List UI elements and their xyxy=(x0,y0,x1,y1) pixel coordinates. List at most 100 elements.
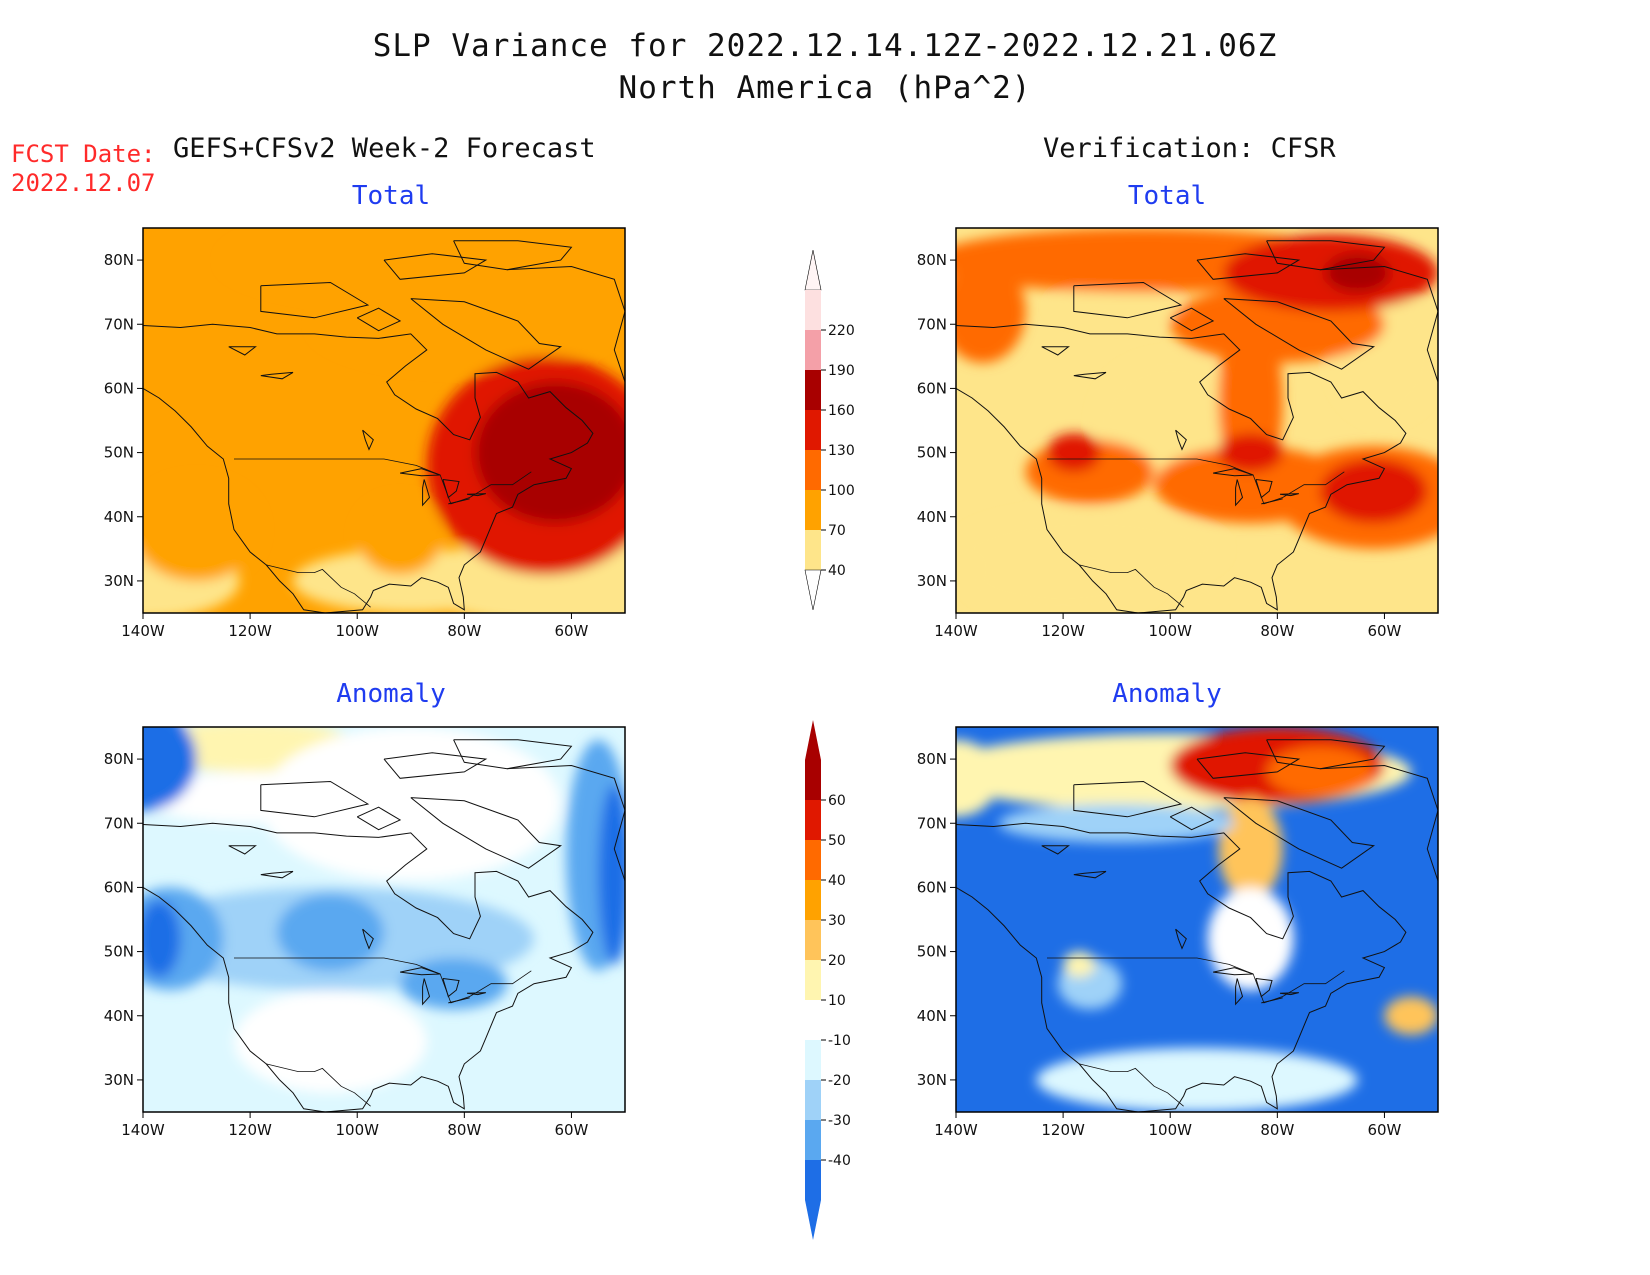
lat-tick-label: 70N xyxy=(917,814,947,832)
total-colorbar-label: 40 xyxy=(828,563,846,579)
lon-tick-label: 120W xyxy=(228,622,272,640)
lat-tick-label: 30N xyxy=(104,1071,134,1089)
island-outline-0 xyxy=(1196,752,1301,779)
island-outline-2 xyxy=(1073,281,1183,319)
total-colorbar-swatch xyxy=(805,450,821,490)
forecast-total-map-coastlines xyxy=(143,240,625,613)
verification-total-map-contour-16 xyxy=(1325,253,1390,293)
lat-tick-label: 40N xyxy=(104,508,134,526)
anomaly-colorbar-swatch xyxy=(805,920,821,960)
island-outline-4 xyxy=(1266,240,1386,271)
lat-tick-label: 40N xyxy=(917,1007,947,1025)
island-outline-1 xyxy=(1223,298,1376,370)
forecast-anomaly-map: 140W 120W 100W 80W 60W 80N 70N 60N 50N 40N 30N xyxy=(104,726,626,1139)
forecast-anomaly-map-contour-2 xyxy=(143,771,358,824)
anomaly-colorbar-label: 10 xyxy=(828,993,846,1009)
forecast-anomaly-title: Anomaly xyxy=(336,679,446,709)
forecast-total-map-contour-5 xyxy=(143,478,261,581)
anomaly-colorbar-swatch xyxy=(805,1000,821,1040)
island-outline-3 xyxy=(356,307,402,332)
anomaly-colorbar-swatch xyxy=(805,840,821,880)
us-canada-border xyxy=(234,458,532,505)
lake-outline-5 xyxy=(362,429,374,451)
island-outline-3 xyxy=(356,806,402,831)
verification-total-map-coastlines xyxy=(956,240,1438,613)
lake-outline-6 xyxy=(260,371,294,380)
lon-tick-label: 80W xyxy=(1260,622,1294,640)
anomaly-colorbar-swatch xyxy=(805,1120,821,1160)
forecast-total-map-contour-9 xyxy=(517,401,604,479)
island-outline-0 xyxy=(1196,253,1301,280)
anomaly-colorbar-label: 30 xyxy=(828,913,846,929)
lat-tick-label: 30N xyxy=(104,572,134,590)
us-canada-border xyxy=(234,957,532,1004)
fcst-date-label: FCST Date: xyxy=(11,140,156,168)
lat-tick-label: 50N xyxy=(917,943,947,961)
verification-anomaly-title: Anomaly xyxy=(1112,679,1222,709)
lat-tick-label: 30N xyxy=(917,1071,947,1089)
lake-outline-1 xyxy=(422,978,431,1006)
lon-tick-label: 60W xyxy=(554,622,588,640)
total-colorbar-swatch xyxy=(805,410,821,450)
forecast-total-map: 140W 120W 100W 80W 60W 80N 70N 60N 50N 40N 30N xyxy=(104,227,626,640)
total-colorbar-swatch xyxy=(805,490,821,530)
total-colorbar-label: 100 xyxy=(828,483,855,499)
anomaly-colorbar-label: -10 xyxy=(828,1033,851,1049)
lat-tick-label: 50N xyxy=(104,943,134,961)
forecast-total-map-frame xyxy=(142,227,626,614)
lake-outline-1 xyxy=(1235,978,1244,1006)
forecast-anomaly-map-frame xyxy=(142,726,626,1113)
forecast-column-title: GEFS+CFSv2 Week-2 Forecast xyxy=(173,133,596,164)
anomaly-colorbar-label: -30 xyxy=(828,1113,851,1129)
verification-anomaly-map-contour-8 xyxy=(1063,951,1096,978)
forecast-anomaly-map-contour-3 xyxy=(234,990,427,1093)
lat-tick-label: 70N xyxy=(104,315,134,333)
anomaly-colorbar: 60 50 40 30 20 10 -10 -20 -30 -40 xyxy=(805,720,851,1240)
anomaly-colorbar-top-arrow xyxy=(805,720,821,760)
total-colorbar-label: 130 xyxy=(828,443,855,459)
lat-tick-label: 60N xyxy=(104,878,134,896)
anomaly-colorbar-bottom-arrow xyxy=(805,1200,821,1240)
coastline xyxy=(956,323,1407,613)
verification-total-map-contour-3 xyxy=(966,548,1160,613)
lat-tick-label: 40N xyxy=(104,1007,134,1025)
lon-tick-label: 60W xyxy=(1367,1121,1401,1139)
anomaly-colorbar-swatch xyxy=(805,960,821,1000)
us-canada-border xyxy=(1047,957,1345,1004)
island-outline-3 xyxy=(1169,806,1215,831)
anomaly-colorbar-swatch xyxy=(805,1040,821,1080)
lake-outline-5 xyxy=(362,928,374,950)
lake-outline-1 xyxy=(422,479,431,507)
verification-total-title: Total xyxy=(1127,181,1207,211)
verification-anomaly-map-frame xyxy=(955,726,1439,1113)
forecast-anomaly-map-coastlines xyxy=(143,739,625,1112)
verification-total-map: 140W 120W 100W 80W 60W 80N 70N 60N 50N 40N 30N xyxy=(917,227,1439,640)
verification-anomaly-map-contour-10 xyxy=(998,804,1235,843)
lake-outline-6 xyxy=(1073,371,1107,380)
verification-total-map-frame xyxy=(955,227,1439,614)
forecast-total-title: Total xyxy=(351,181,431,211)
lake-outline-7 xyxy=(228,845,257,855)
us-mexico-border xyxy=(266,564,371,608)
verification-column-title: Verification: CFSR xyxy=(1043,133,1336,164)
lat-tick-label: 60N xyxy=(917,878,947,896)
lon-tick-label: 120W xyxy=(228,1121,272,1139)
lon-tick-label: 80W xyxy=(1260,1121,1294,1139)
anomaly-colorbar-swatch xyxy=(805,1160,821,1200)
lon-tick-label: 120W xyxy=(1041,622,1085,640)
anomaly-colorbar-swatch xyxy=(805,800,821,840)
anomaly-colorbar-label: 20 xyxy=(828,953,846,969)
island-outline-0 xyxy=(383,253,488,280)
island-outline-2 xyxy=(260,281,370,319)
lat-tick-label: 60N xyxy=(104,379,134,397)
lon-tick-label: 100W xyxy=(335,1121,379,1139)
lat-tick-label: 50N xyxy=(104,444,134,462)
lon-tick-label: 140W xyxy=(934,1121,978,1139)
lat-tick-label: 30N xyxy=(917,572,947,590)
lake-outline-6 xyxy=(1073,870,1107,879)
verification-anomaly-map-contour-6 xyxy=(1036,1047,1358,1112)
lon-tick-label: 60W xyxy=(1367,622,1401,640)
lat-tick-label: 40N xyxy=(917,508,947,526)
island-outline-0 xyxy=(383,752,488,779)
